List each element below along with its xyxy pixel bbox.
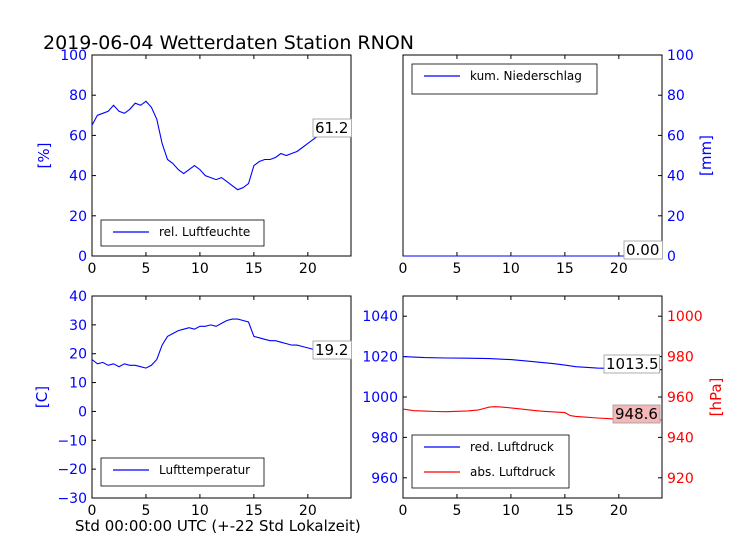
precipitation-xtick-label: 10 — [502, 261, 520, 277]
humidity-ytick-label: 80 — [69, 88, 87, 104]
precipitation-value-box — [623, 240, 663, 260]
figure-xlabel: Std 00:00:00 UTC (+-22 Std Lokalzeit) — [75, 517, 361, 535]
temperature-series-line — [91, 318, 352, 369]
pressure-left-ytick-label: 1020 — [362, 350, 398, 366]
precipitation-ytick-label: 0 — [667, 249, 676, 265]
humidity-value-box — [312, 118, 352, 138]
temperature-xtick-label: 10 — [191, 503, 209, 519]
precipitation-ytick-label: 40 — [667, 169, 685, 185]
humidity-ytick-label: 40 — [69, 169, 87, 185]
pressure-legend-label: red. Luftdruck — [470, 440, 554, 454]
humidity-xtick-label: 5 — [141, 261, 150, 277]
pressure-y2label: [hPa] — [707, 378, 725, 417]
pressure-xtick-label: 20 — [610, 503, 628, 519]
precipitation-ytick-label: 60 — [667, 128, 685, 144]
pressure-xtick-label: 5 — [452, 503, 461, 519]
pressure-right-ytick-label: 960 — [667, 390, 694, 406]
pressure-xtick-label: 15 — [556, 503, 574, 519]
pressure-xtick-label: 0 — [399, 503, 408, 519]
temperature-ytick-label: 0 — [78, 404, 87, 420]
humidity-ytick-label: 100 — [60, 48, 87, 64]
pressure-right-ytick-label: 1000 — [667, 309, 703, 325]
humidity-series-line — [91, 100, 351, 191]
precipitation-legend-label: kum. Niederschlag — [470, 69, 582, 83]
humidity-xtick-label: 20 — [299, 261, 317, 277]
pressure-legend-box — [411, 434, 570, 489]
pressure-left-ytick-label: 1000 — [362, 390, 398, 406]
humidity-ytick-label: 60 — [69, 128, 87, 144]
humidity-ylabel: [%] — [35, 143, 53, 169]
pressure-right-ytick-label: 920 — [667, 471, 694, 487]
precipitation-xtick-label: 20 — [610, 261, 628, 277]
temperature-legend-label: Lufttemperatur — [159, 463, 250, 477]
temperature-xtick-label: 20 — [299, 503, 317, 519]
pressure-right-ytick-label: 940 — [667, 430, 694, 446]
precipitation-legend-box — [411, 63, 598, 95]
pressure-right-ytick-label: 980 — [667, 350, 694, 366]
humidity-xtick-label: 10 — [191, 261, 209, 277]
precipitation-ytick-label: 100 — [667, 48, 694, 64]
humidity-plot-frame — [91, 54, 352, 257]
pressure-abs-value-box — [612, 404, 661, 424]
precipitation-ylabel: [mm] — [697, 135, 715, 176]
pressure-xtick-label: 10 — [502, 503, 520, 519]
figure-title: 2019-06-04 Wetterdaten Station RNON — [43, 32, 414, 54]
temperature-ytick-label: 40 — [69, 289, 87, 305]
humidity-value-label: 61.2 — [315, 119, 348, 137]
precipitation-value-label: 0.00 — [626, 241, 659, 259]
precipitation-ytick-label: 20 — [667, 209, 685, 225]
humidity-legend-label: rel. Luftfeuchte — [159, 225, 250, 239]
temperature-ytick-label: −20 — [57, 462, 87, 478]
humidity-xtick-label: 15 — [245, 261, 263, 277]
temperature-xtick-label: 15 — [245, 503, 263, 519]
humidity-ytick-label: 0 — [78, 249, 87, 265]
temperature-value-box — [312, 340, 352, 360]
precipitation-xtick-label: 5 — [452, 261, 461, 277]
humidity-xtick-label: 0 — [88, 261, 97, 277]
temperature-ytick-label: 10 — [69, 376, 87, 392]
precipitation-ytick-label: 80 — [667, 88, 685, 104]
precipitation-xtick-label: 0 — [399, 261, 408, 277]
temperature-xtick-label: 0 — [88, 503, 97, 519]
temperature-ytick-label: −10 — [57, 433, 87, 449]
temperature-ytick-label: 30 — [69, 318, 87, 334]
pressure-left-ytick-label: 1040 — [362, 309, 398, 325]
temperature-value-label: 19.2 — [315, 341, 348, 359]
temperature-xtick-label: 5 — [141, 503, 150, 519]
pressure-red-value-box — [603, 354, 660, 374]
pressure-left-ytick-label: 980 — [371, 430, 398, 446]
precipitation-xtick-label: 15 — [556, 261, 574, 277]
pressure-left-ytick-label: 960 — [371, 471, 398, 487]
temperature-ylabel: [C] — [33, 386, 51, 408]
pressure-legend-label: abs. Luftdruck — [470, 465, 555, 479]
pressure-abs-value-label: 948.6 — [615, 405, 658, 423]
pressure-red-value-label: 1013.5 — [606, 355, 659, 373]
temperature-plot-frame — [91, 295, 352, 499]
temperature-legend-box — [100, 457, 265, 487]
temperature-ytick-label: −30 — [57, 491, 87, 507]
humidity-legend-box — [100, 219, 265, 247]
temperature-ytick-label: 20 — [69, 347, 87, 363]
humidity-ytick-label: 20 — [69, 209, 87, 225]
